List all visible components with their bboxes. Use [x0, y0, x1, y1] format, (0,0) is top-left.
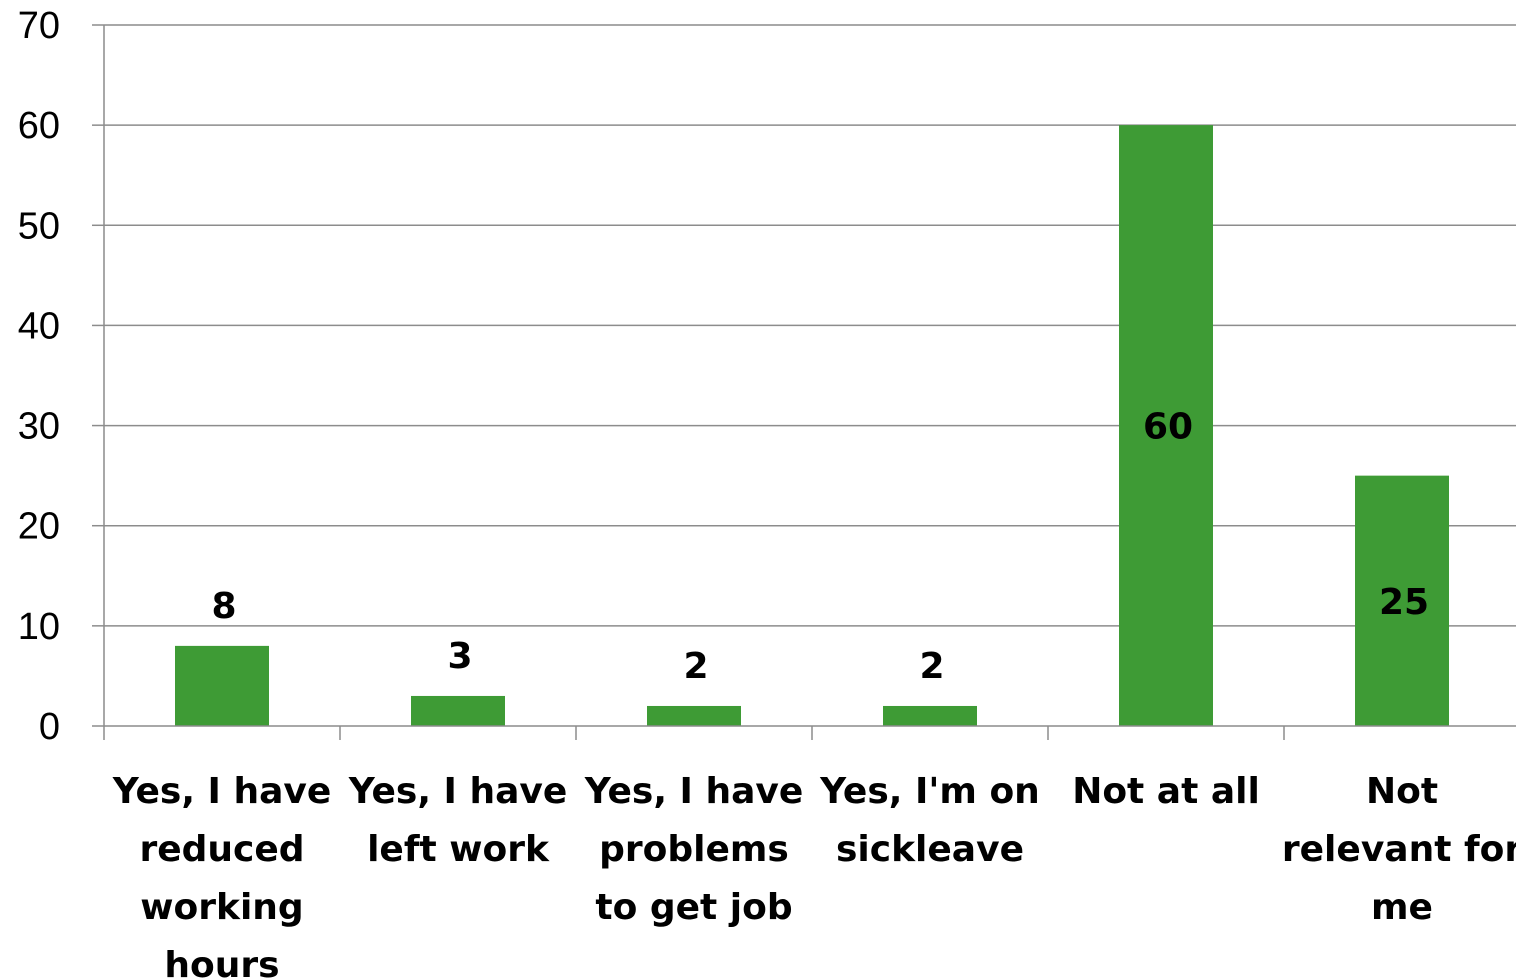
- x-tick-label-line: Yes, I'm on: [819, 771, 1040, 812]
- bar: [411, 695, 505, 726]
- bar: [1355, 475, 1449, 726]
- x-tick-label: Not relevant for me: [1282, 771, 1516, 928]
- y-tick-label: 0: [39, 706, 60, 748]
- y-tick-label: 70: [18, 5, 60, 47]
- x-tick-label-line: me: [1371, 887, 1433, 928]
- x-tick-label-line: problems: [599, 829, 789, 870]
- x-tick-label: Not at all: [1072, 771, 1260, 812]
- x-tick-label-line: reduced: [139, 829, 304, 870]
- y-tick-label: 60: [18, 105, 60, 147]
- bar: [647, 705, 741, 726]
- x-tick-label-line: Not: [1366, 771, 1438, 812]
- data-label: 25: [1379, 582, 1429, 623]
- x-tick-label-line: left work: [367, 829, 550, 870]
- x-tick-label-line: relevant for: [1282, 829, 1516, 870]
- x-tick-label-line: hours: [164, 945, 279, 980]
- data-label: 2: [683, 646, 708, 687]
- y-tick-label: 50: [18, 205, 60, 247]
- x-tick-label: Yes, I have problems to get job: [584, 771, 804, 928]
- y-tick-label: 30: [18, 406, 60, 448]
- y-tick-label: 10: [18, 606, 60, 648]
- bar: [1119, 125, 1213, 726]
- data-label: 3: [447, 636, 472, 677]
- x-tick-label-line: Not at all: [1072, 771, 1260, 812]
- x-tick-label-line: to get job: [595, 887, 792, 928]
- x-tick-label-line: Yes, I have: [584, 771, 804, 812]
- y-tick-label: 40: [18, 305, 60, 347]
- bar: [175, 645, 269, 726]
- y-tick-label: 20: [18, 506, 60, 548]
- bar: [883, 705, 977, 726]
- x-tick-label: Yes, I have reduced working hours: [112, 771, 332, 980]
- axes: [92, 24, 1516, 740]
- data-label: 2: [919, 646, 944, 687]
- x-tick-label: Yes, I have left work: [348, 771, 568, 870]
- x-tick-label: Yes, I'm on sickleave: [819, 771, 1040, 870]
- x-tick-label-line: working: [140, 887, 303, 928]
- x-tick-label-line: Yes, I have: [348, 771, 568, 812]
- x-tick-label-line: sickleave: [836, 829, 1024, 870]
- labels: 0 10 20 30 40 50 60 70 Yes, I have reduced working…: [18, 5, 1516, 980]
- bars: [175, 125, 1449, 726]
- data-label: 60: [1143, 407, 1193, 448]
- data-label: 8: [211, 586, 236, 627]
- x-tick-label-line: Yes, I have: [112, 771, 332, 812]
- gridlines: [104, 24, 1516, 627]
